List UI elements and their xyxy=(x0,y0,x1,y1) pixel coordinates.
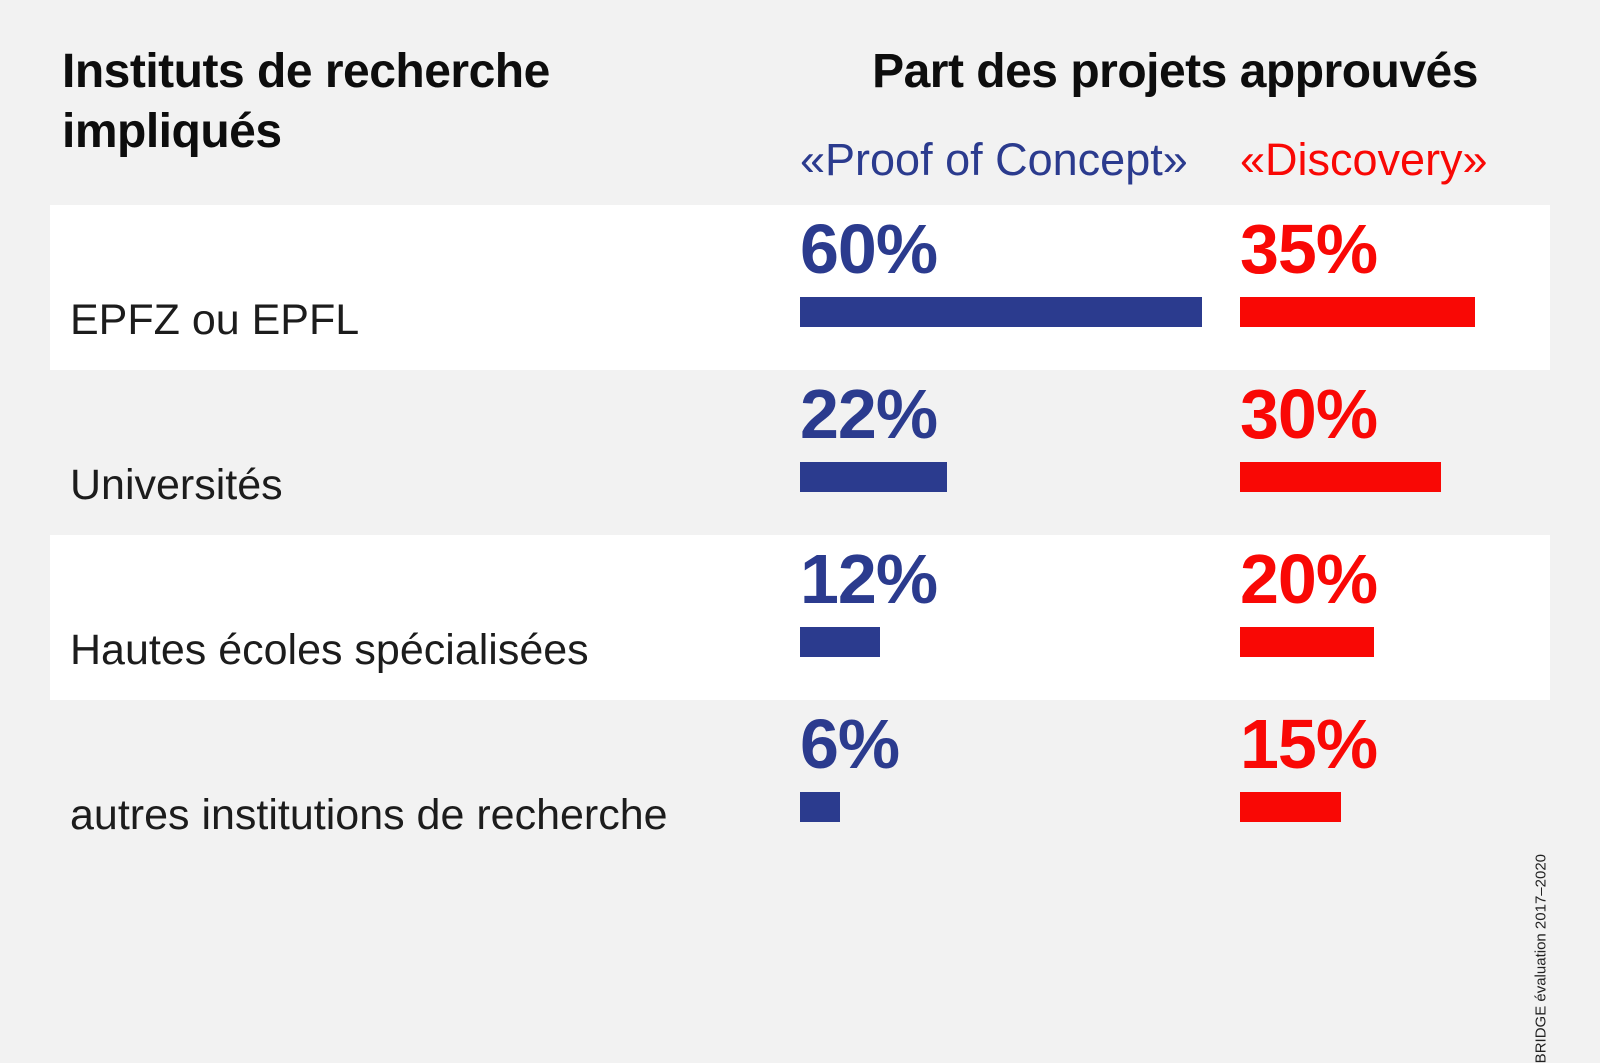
table-row: autres institutions de recherche 6% 15% xyxy=(50,700,1550,865)
poc-cell: 12% xyxy=(800,535,1240,700)
table-row: Universités 22% 30% xyxy=(50,370,1550,535)
poc-value-label: 60% xyxy=(800,210,938,288)
discovery-cell: 15% xyxy=(1240,700,1550,865)
poc-bar xyxy=(800,627,881,657)
chart-rows: EPFZ ou EPFL 60% 35% Universités 22% 30%… xyxy=(50,205,1550,865)
poc-cell: 22% xyxy=(800,370,1240,535)
table-row: EPFZ ou EPFL 60% 35% xyxy=(50,205,1550,370)
series-header-proof-of-concept: «Proof of Concept» xyxy=(800,134,1188,185)
row-header-title: Instituts de recherche impliqués xyxy=(62,42,550,162)
discovery-bar xyxy=(1240,297,1475,327)
poc-bar xyxy=(800,462,948,492)
row-label: Hautes écoles spécialisées xyxy=(70,626,589,674)
table-row: Hautes écoles spécialisées 12% 20% xyxy=(50,535,1550,700)
discovery-cell: 30% xyxy=(1240,370,1550,535)
row-header-title-line2: impliqués xyxy=(62,105,282,158)
discovery-cell: 35% xyxy=(1240,205,1550,370)
discovery-bar xyxy=(1240,792,1341,822)
source-caption: BRIDGE évaluation 2017–2020 xyxy=(1532,854,1549,1063)
poc-value-label: 6% xyxy=(800,705,900,783)
discovery-value-label: 20% xyxy=(1240,540,1378,618)
poc-cell: 6% xyxy=(800,700,1240,865)
poc-value-label: 22% xyxy=(800,375,938,453)
row-label: Universités xyxy=(70,461,283,509)
discovery-bar xyxy=(1240,627,1374,657)
discovery-value-label: 35% xyxy=(1240,210,1378,288)
poc-bar xyxy=(800,792,841,822)
row-label: EPFZ ou EPFL xyxy=(70,296,360,344)
discovery-value-label: 15% xyxy=(1240,705,1378,783)
infographic-canvas: Instituts de recherche impliqués Part de… xyxy=(50,42,1550,1063)
poc-cell: 60% xyxy=(800,205,1240,370)
poc-bar xyxy=(800,297,1202,327)
row-header-title-line1: Instituts de recherche xyxy=(62,45,550,98)
discovery-cell: 20% xyxy=(1240,535,1550,700)
discovery-bar xyxy=(1240,462,1441,492)
poc-value-label: 12% xyxy=(800,540,938,618)
discovery-value-label: 30% xyxy=(1240,375,1378,453)
chart-title: Part des projets approuvés xyxy=(872,45,1478,98)
series-header-discovery: «Discovery» xyxy=(1240,134,1488,185)
row-label: autres institutions de recherche xyxy=(70,791,668,839)
